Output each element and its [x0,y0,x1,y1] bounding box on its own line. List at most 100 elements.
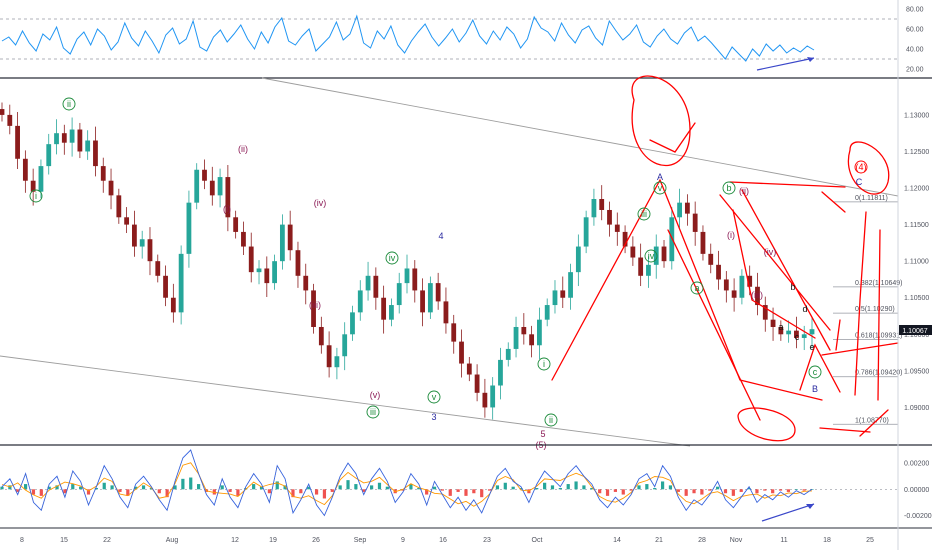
drawn-annotation-stroke [729,181,846,188]
price-tick-label: 1.12500 [904,149,929,156]
wave-label-circle [62,97,76,111]
wave-label: (iii) [309,300,321,310]
candle-body [155,261,161,276]
rsi-tick-label: 40.00 [906,47,924,54]
wave-label: c [813,367,818,377]
rsi-trend-arrow-head [807,57,814,62]
oscillator-histogram-bar [55,485,59,490]
candle-body [163,275,168,298]
time-tick-label: 19 [269,537,277,544]
time-tick-label: 12 [231,537,239,544]
candle-body [614,224,620,232]
rsi-tick-label: 20.00 [906,67,924,74]
oscillator-histogram-bar [362,489,366,492]
candle-body [451,323,457,342]
candle-body [427,283,433,313]
oscillator-histogram-bar [197,484,201,490]
oscillator-tick-label: -0.00200 [904,513,932,520]
wave-label: (i) [223,204,231,214]
oscillator-histogram-bar [684,489,688,496]
time-tick-label: 21 [655,537,663,544]
oscillator-histogram-bar [283,485,287,490]
price-tick-label: 1.11500 [904,222,929,229]
wave-label: 3 [431,412,436,422]
wave-label: (ii) [739,186,749,196]
candle-body [85,140,91,152]
price-tick-label: 1.11000 [904,259,929,266]
wave-label: B [812,384,818,394]
candle-body [326,345,332,368]
rsi-tick-label: 60.00 [906,27,924,34]
drawn-annotation-stroke [821,191,846,213]
candle-body [295,250,301,276]
oscillator-histogram-bar [763,489,767,491]
candle-body [778,326,784,335]
oscillator-trend-arrow-head [806,504,814,509]
oscillator-histogram-bar [653,488,657,490]
oscillator-shadow-line [1,449,813,516]
candle-body [583,217,589,247]
drawn-annotation-stroke [649,122,696,153]
oscillator-trend-arrow [761,503,815,522]
candle-body [537,319,542,346]
price-tick-label: 1.12000 [904,186,929,193]
candle-body [498,359,503,386]
candle-body [357,290,363,313]
fib-level-label: 1(1.08770) [855,417,889,424]
wave-label: 4 [438,231,443,241]
wave-label-circle [808,365,822,379]
oscillator-histogram-bar [456,489,460,492]
oscillator-histogram-bar [621,489,625,495]
oscillator-histogram-bar [495,485,500,490]
oscillator-histogram-bar [786,489,791,492]
candle-body [147,239,153,262]
oscillator-histogram-bar [377,482,382,490]
wave-label-circle [537,357,551,371]
wave-label: (v) [370,390,381,400]
oscillator-histogram-bar [236,489,240,496]
candle-body [318,326,324,346]
candle-body [521,326,527,335]
candle-body [661,246,667,262]
oscillator-histogram-bar [794,489,798,490]
time-tick-label: Nov [730,537,743,544]
oscillator-histogram-bar [598,489,602,494]
candle-body [389,305,394,320]
candle-body [311,290,316,327]
oscillator-histogram-bar [79,486,83,490]
oscillator-histogram-bar [574,481,578,490]
candle-body [435,283,441,302]
time-tick-label: 22 [103,537,111,544]
oscillator-histogram-bar [503,482,507,490]
wave-label: (iv) [764,247,777,257]
candle-body [22,158,28,181]
wave-label-circle [29,189,43,203]
oscillator-histogram-bar [118,489,122,492]
oscillator-histogram-bar [778,489,783,491]
candle-body [178,253,184,313]
drawn-annotation-stroke [551,179,661,381]
oscillator-histogram-bar [566,484,570,490]
oscillator-histogram-bar [613,489,617,492]
oscillator-histogram-bar [645,484,649,490]
candle-body [412,268,418,291]
oscillator-histogram-bar [700,489,704,495]
wave-label: (iv) [314,198,327,208]
time-tick-label: 25 [866,537,874,544]
oscillator-histogram-bar [181,478,185,490]
oscillator-histogram-bar [86,489,91,495]
oscillator-histogram-bar [141,485,146,490]
oscillator-histogram-bar [291,489,295,498]
wave-label: 5 [540,429,545,439]
oscillator-histogram-bar [723,489,728,494]
candle-body [591,199,597,218]
wave-label: iv [389,253,396,263]
candle-body [108,180,114,196]
oscillator-histogram-bar [338,485,342,490]
oscillator-panel: 0.00200 0.00000 -0.00200 [0,449,932,522]
drawn-annotation-stroke [732,209,816,339]
oscillator-histogram-bar [385,486,389,490]
time-tick-label: 26 [312,537,320,544]
candle-body [54,133,59,145]
candle-body [420,290,425,313]
